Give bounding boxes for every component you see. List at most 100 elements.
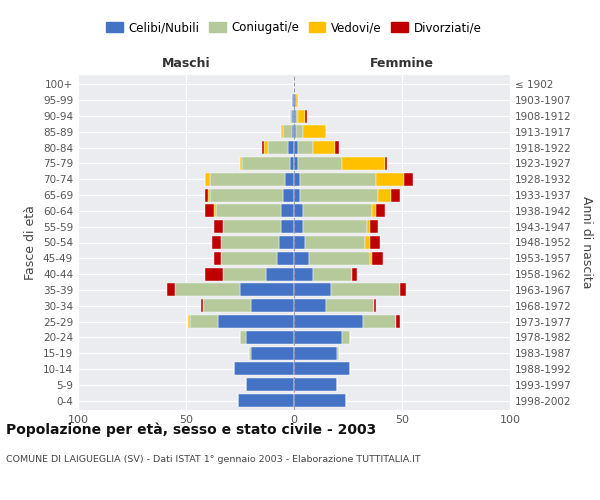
- Bar: [223, 268, 266, 280]
- Text: Popolazione per età, sesso e stato civile - 2003: Popolazione per età, sesso e stato civil…: [6, 422, 376, 437]
- Bar: [247, 331, 294, 344]
- Bar: [305, 110, 307, 122]
- Bar: [242, 157, 290, 170]
- Bar: [294, 173, 301, 186]
- Bar: [326, 299, 374, 312]
- Bar: [262, 141, 264, 154]
- Bar: [216, 204, 281, 218]
- Bar: [292, 126, 294, 138]
- Bar: [313, 268, 352, 280]
- Bar: [365, 236, 370, 249]
- Bar: [294, 378, 337, 391]
- Bar: [294, 268, 313, 280]
- Bar: [294, 315, 363, 328]
- Bar: [175, 284, 240, 296]
- Bar: [296, 94, 298, 107]
- Bar: [294, 126, 296, 138]
- Bar: [372, 252, 383, 265]
- Y-axis label: Fasce di età: Fasce di età: [25, 205, 37, 280]
- Bar: [341, 331, 350, 344]
- Bar: [370, 220, 378, 233]
- Bar: [223, 220, 281, 233]
- Bar: [247, 378, 294, 391]
- Bar: [290, 110, 292, 122]
- Bar: [294, 188, 301, 202]
- Bar: [205, 188, 208, 202]
- Bar: [301, 173, 376, 186]
- Bar: [251, 299, 294, 312]
- Legend: Celibi/Nubili, Coniugati/e, Vedovi/e, Divorziati/e: Celibi/Nubili, Coniugati/e, Vedovi/e, Di…: [101, 16, 487, 39]
- Bar: [205, 204, 214, 218]
- Bar: [266, 268, 294, 280]
- Bar: [294, 394, 346, 407]
- Y-axis label: Anni di nascita: Anni di nascita: [580, 196, 593, 289]
- Bar: [205, 173, 210, 186]
- Bar: [212, 236, 221, 249]
- Bar: [214, 252, 221, 265]
- Bar: [277, 252, 294, 265]
- Bar: [248, 346, 251, 360]
- Bar: [233, 362, 294, 376]
- Bar: [391, 188, 400, 202]
- Text: Femmine: Femmine: [370, 58, 434, 70]
- Bar: [214, 204, 216, 218]
- Bar: [302, 126, 326, 138]
- Bar: [294, 252, 309, 265]
- Bar: [292, 110, 294, 122]
- Bar: [309, 252, 370, 265]
- Bar: [188, 315, 190, 328]
- Bar: [374, 299, 376, 312]
- Bar: [370, 252, 372, 265]
- Bar: [294, 204, 302, 218]
- Bar: [294, 331, 341, 344]
- Bar: [385, 157, 387, 170]
- Bar: [296, 110, 298, 122]
- Bar: [218, 315, 294, 328]
- Bar: [301, 188, 378, 202]
- Bar: [294, 346, 337, 360]
- Bar: [294, 299, 326, 312]
- Bar: [279, 236, 294, 249]
- Bar: [376, 173, 404, 186]
- Bar: [305, 236, 365, 249]
- Bar: [395, 315, 400, 328]
- Bar: [376, 204, 385, 218]
- Bar: [238, 394, 294, 407]
- Bar: [283, 126, 292, 138]
- Bar: [294, 362, 350, 376]
- Bar: [210, 173, 286, 186]
- Bar: [341, 157, 385, 170]
- Bar: [283, 188, 294, 202]
- Bar: [372, 204, 376, 218]
- Text: Maschi: Maschi: [161, 58, 211, 70]
- Bar: [287, 141, 294, 154]
- Bar: [286, 173, 294, 186]
- Bar: [281, 204, 294, 218]
- Bar: [240, 331, 247, 344]
- Bar: [240, 157, 242, 170]
- Bar: [302, 220, 367, 233]
- Bar: [294, 141, 298, 154]
- Bar: [296, 126, 302, 138]
- Bar: [400, 284, 406, 296]
- Bar: [313, 141, 335, 154]
- Bar: [367, 220, 370, 233]
- Bar: [294, 110, 296, 122]
- Bar: [298, 141, 313, 154]
- Bar: [201, 299, 203, 312]
- Bar: [268, 141, 287, 154]
- Bar: [298, 110, 305, 122]
- Bar: [281, 126, 283, 138]
- Bar: [294, 236, 305, 249]
- Bar: [294, 157, 298, 170]
- Bar: [208, 188, 210, 202]
- Bar: [203, 299, 251, 312]
- Bar: [221, 236, 279, 249]
- Text: COMUNE DI LAIGUEGLIA (SV) - Dati ISTAT 1° gennaio 2003 - Elaborazione TUTTITALIA: COMUNE DI LAIGUEGLIA (SV) - Dati ISTAT 1…: [6, 455, 421, 464]
- Bar: [294, 220, 302, 233]
- Bar: [298, 157, 341, 170]
- Bar: [378, 188, 391, 202]
- Bar: [363, 315, 395, 328]
- Bar: [205, 268, 223, 280]
- Bar: [331, 284, 400, 296]
